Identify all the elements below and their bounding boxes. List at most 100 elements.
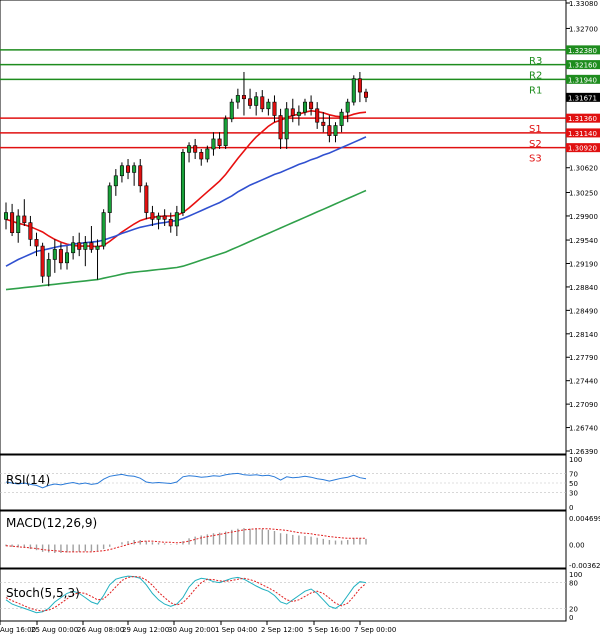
rsi-tick-label-1: 70 (569, 470, 578, 478)
stoch-tick-label-0: 100 (569, 571, 582, 579)
rsi-tick-label-3: 30 (569, 490, 578, 498)
candle-body-3 (22, 215, 27, 223)
candle-8 (52, 239, 57, 273)
level-name-r1: R1 (529, 85, 542, 96)
stoch-k-series (5, 575, 367, 614)
price-tick-label-11: 1.29900 (569, 213, 598, 221)
candle-29 (180, 148, 185, 216)
stoch-tick-label-1: 80 (569, 580, 578, 588)
rsi-tick-label-2: 50 (569, 480, 578, 488)
level-name-s1: S1 (529, 124, 542, 135)
rsi-line (5, 472, 367, 489)
candle-12 (77, 232, 82, 257)
candle-body-34 (211, 138, 216, 150)
candle-56 (345, 98, 350, 123)
candle-body-15 (95, 245, 100, 250)
current-price-value: 1.31671 (568, 94, 597, 102)
candle-body-13 (83, 242, 88, 250)
candle-25 (156, 212, 161, 230)
macd-tick-label-2: -0.003627 (569, 562, 600, 570)
candle-30 (187, 142, 192, 163)
candle-body-1 (10, 212, 15, 233)
candle-body-52 (321, 121, 326, 126)
candle-body-33 (205, 148, 210, 160)
candle-body-59 (363, 91, 368, 98)
candle-body-31 (193, 145, 198, 153)
rsi-tick-label-4: 0 (569, 504, 573, 512)
ma-blue (5, 136, 367, 267)
candle-24 (150, 205, 155, 226)
candle-15 (95, 239, 100, 280)
candle-body-11 (71, 242, 76, 254)
candle-body-22 (138, 165, 143, 187)
price-tick-label-15: 1.28490 (569, 307, 598, 315)
candle-47 (290, 98, 295, 123)
rsi-label: RSI(14) (6, 473, 50, 487)
candle-body-36 (223, 118, 228, 146)
price-tick-label-12: 1.29540 (569, 237, 598, 245)
time-tick-label-4: 30 Aug 20:00 (168, 626, 215, 634)
candle-35 (217, 132, 222, 149)
candle-10 (65, 246, 70, 270)
candle-22 (138, 159, 143, 193)
candle-body-29 (180, 152, 185, 213)
pivot-levels: R3 1.32380 R2 1.32160 R1 1.31940 S1 1.31360 S2 1.… (0, 45, 600, 165)
macd-panel-frame (0, 510, 567, 569)
candle-body-25 (156, 215, 161, 220)
main-price-panel: 1.33080 1.32700 1.32380 1.32160 1.31940 1.316… (0, 0, 600, 456)
candle-body-17 (107, 185, 112, 213)
candle-body-57 (351, 78, 356, 103)
candle-50 (309, 95, 314, 116)
candle-34 (211, 132, 216, 156)
candle-body-18 (113, 175, 118, 187)
candle-6 (40, 242, 45, 283)
level-value-r1: 1.31940 (568, 76, 597, 84)
level-tag-s1 (566, 113, 600, 123)
candle-body-4 (28, 222, 33, 240)
candlesticks (4, 71, 368, 287)
candle-14 (89, 225, 94, 253)
stoch-panel-frame (0, 568, 567, 622)
rsi-axis: 100 70 50 30 0 (0, 456, 582, 512)
candle-body-6 (40, 245, 45, 277)
level-tag-s2 (566, 128, 600, 138)
candle-5 (34, 232, 39, 257)
candle-body-28 (174, 212, 179, 227)
stoch-tick-label-3: 0 (569, 614, 573, 622)
candle-40 (248, 88, 253, 109)
macd-axis: 0.004699 0.00 -0.003627 (569, 515, 600, 570)
time-tick-label-7: 5 Sep 16:00 (308, 626, 350, 634)
price-tick-label-14: 1.28840 (569, 284, 598, 292)
candle-38 (235, 88, 240, 109)
time-tick-label-2: 26 Aug 08:00 (77, 626, 124, 634)
price-tick-label-21: 1.26390 (569, 448, 598, 456)
candle-body-58 (357, 78, 362, 93)
candle-7 (46, 252, 51, 287)
candle-16 (101, 209, 106, 250)
rsi-panel: 100 70 50 30 0 RSI(14) (0, 454, 582, 512)
time-tick-label-0: Aug 16:00 (0, 626, 36, 634)
stoch-label: Stoch(5,5,3) (6, 586, 80, 600)
price-tick-label-19: 1.27090 (569, 401, 598, 409)
candle-27 (168, 212, 173, 233)
candle-13 (83, 236, 88, 267)
level-tag-r2 (566, 60, 600, 70)
candle-body-12 (77, 242, 82, 250)
candle-body-41 (254, 96, 259, 106)
time-tick-label-6: 2 Sep 12:00 (261, 626, 303, 634)
candle-55 (339, 108, 344, 133)
price-tick-label-16: 1.28140 (569, 331, 598, 339)
level-value-s3: 1.30920 (568, 145, 597, 153)
candle-4 (28, 215, 33, 247)
macd-tick-label-0: 0.004699 (569, 515, 600, 523)
level-tag-s3 (566, 143, 600, 153)
rsi-series (5, 472, 367, 489)
candle-2 (16, 209, 21, 243)
candle-body-16 (101, 212, 106, 247)
candle-58 (357, 71, 362, 103)
candle-body-7 (46, 259, 51, 277)
candle-59 (363, 88, 368, 103)
